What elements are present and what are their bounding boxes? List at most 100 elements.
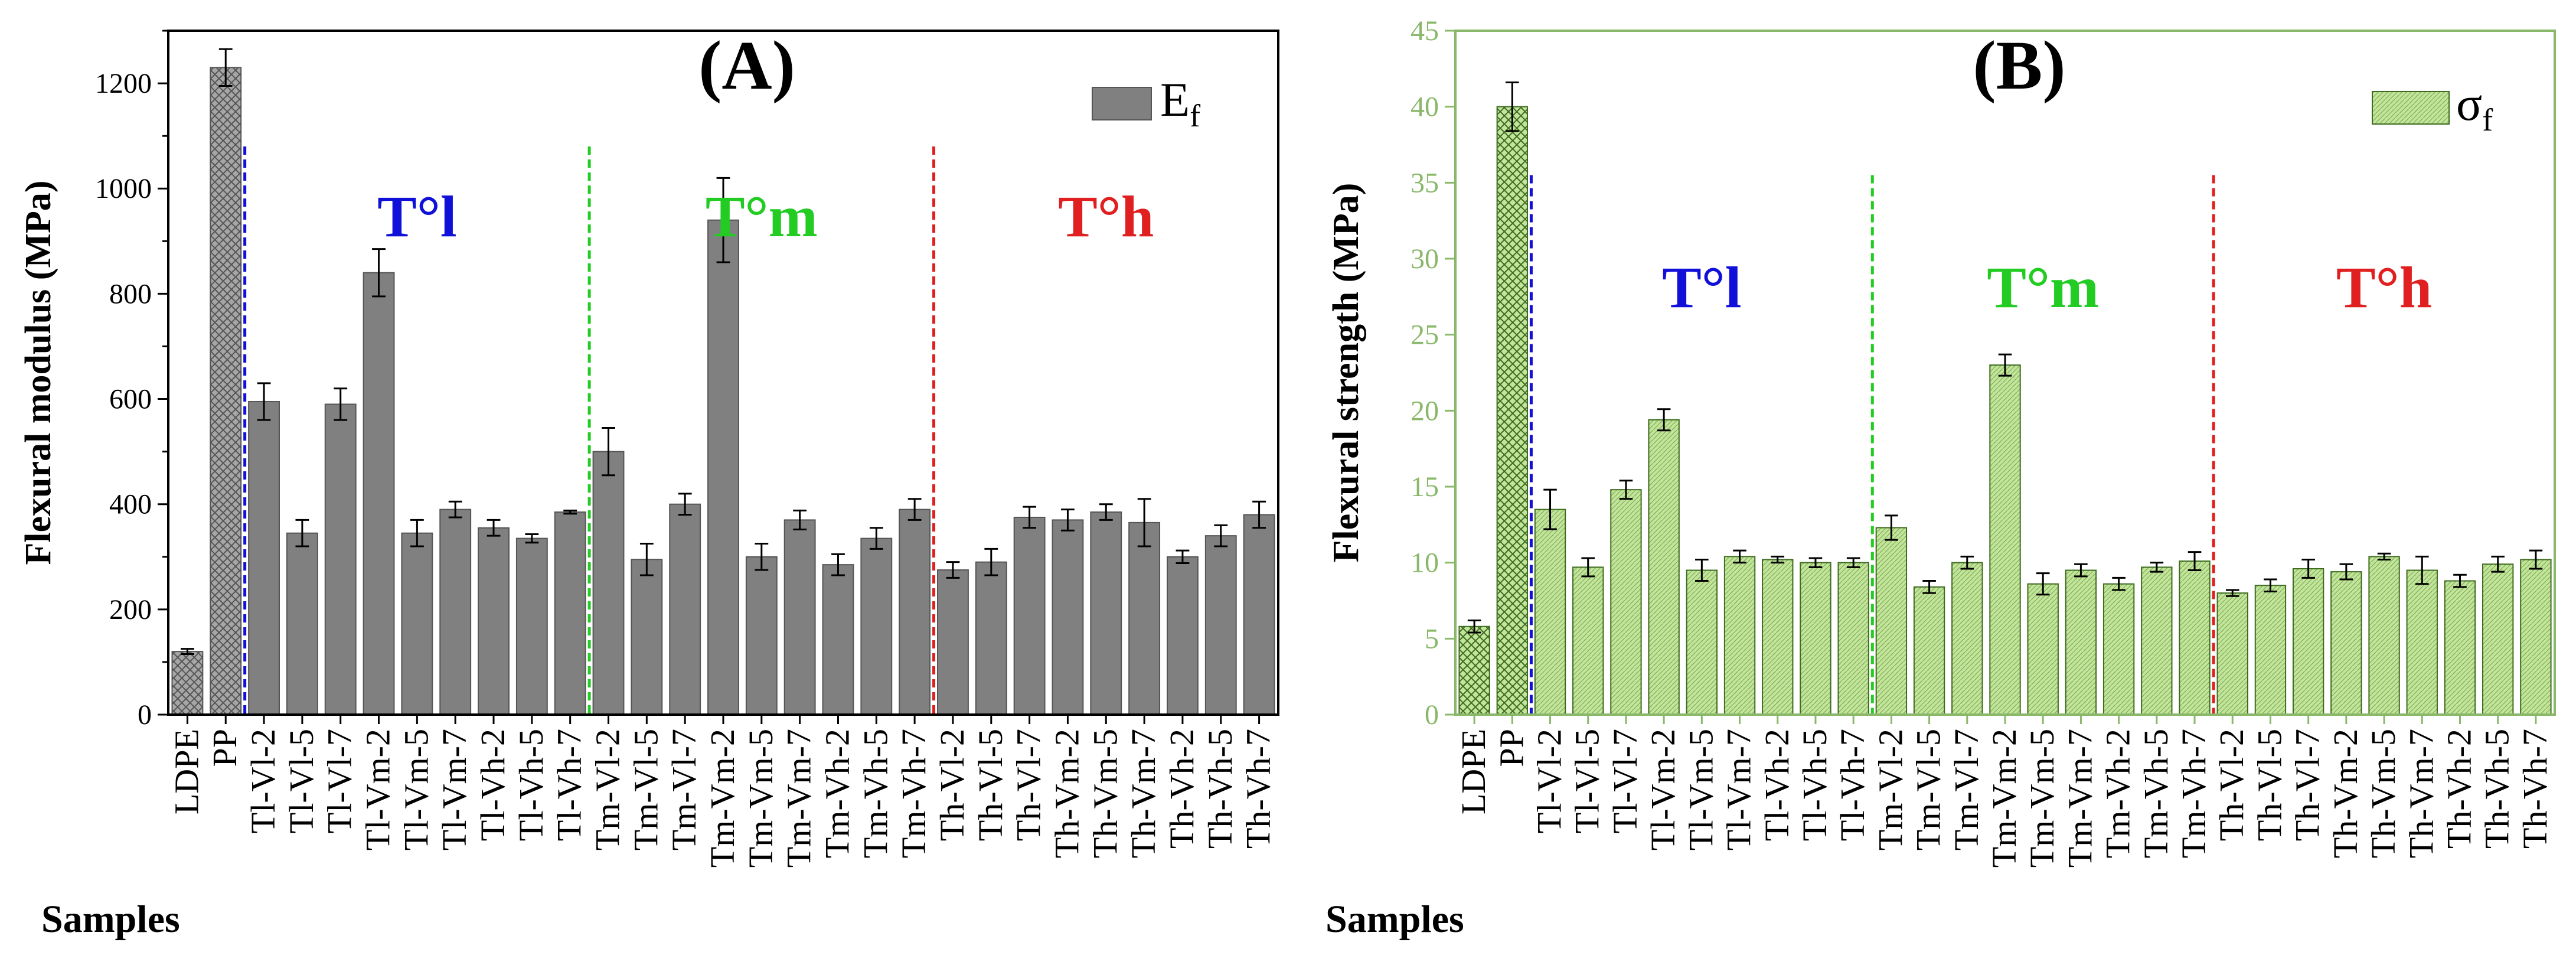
- panel-b-bar: [1762, 559, 1794, 716]
- panel-a-bar: [669, 503, 701, 715]
- panel-a-error-bar: [869, 527, 883, 550]
- panel-b-error-bar: [2377, 552, 2391, 561]
- panel-a-category-label: Tm-Vl-2: [589, 729, 627, 850]
- panel-b-category-label: Th-Vl-7: [2288, 729, 2327, 841]
- panel-b-frame: [1454, 30, 2556, 716]
- panel-b-error-bar: [2529, 549, 2543, 570]
- panel-a-bar: [745, 556, 778, 715]
- panel-b-error-bar: [2453, 573, 2467, 588]
- panel-b-error-bar: [1998, 353, 2012, 377]
- panel-a-x-axis-title: Samples: [41, 898, 180, 941]
- panel-a-category-label: Th-Vl-5: [971, 729, 1010, 841]
- panel-b-y-tick-label: 0: [1425, 699, 1439, 731]
- panel-b-y-tick-label: 5: [1425, 623, 1439, 654]
- panel-b-category-label: Th-Vh-2: [2440, 729, 2478, 849]
- panel-a-bar: [592, 451, 625, 715]
- panel-a-category-label: Tl-Vl-5: [282, 729, 321, 833]
- panel-a-error-bar: [295, 519, 309, 547]
- panel-b-category-label: Tm-Vh-7: [2175, 729, 2213, 858]
- panel-a-region-label: T°m: [706, 184, 818, 249]
- panel-a-category-label: Th-Vm-7: [1124, 729, 1163, 858]
- panel-a-y-axis-title: Flexural modulus (MPa): [18, 181, 58, 565]
- panel-b-legend: σf: [2372, 77, 2493, 138]
- panel-a-region-label: T°h: [1058, 184, 1154, 249]
- panel-a-bar: [171, 651, 204, 715]
- panel-a-error-bar: [793, 509, 807, 530]
- panel-a-error-bar: [1252, 500, 1266, 529]
- panel-a-legend-label: Ef: [1160, 73, 1200, 133]
- panel-b-error-bar: [2036, 572, 2050, 596]
- panel-b-category-label: Tl-Vl-2: [1530, 729, 1569, 833]
- panel-b-bar: [2520, 559, 2552, 716]
- panel-a-category-label: Tl-Vl-2: [244, 729, 282, 833]
- panel-a-category-label: Th-Vl-7: [1010, 729, 1048, 841]
- panel-a-y-tick-label: 0: [138, 699, 152, 731]
- panel-b-category-label: Tl-Vh-2: [1758, 729, 1796, 841]
- panel-b-bar: [2216, 592, 2248, 716]
- panel-b-bar: [1800, 562, 1831, 716]
- panel-a-error-bar: [907, 498, 922, 521]
- panel-b-bar: [1989, 364, 2021, 715]
- panel-a-bar: [783, 519, 816, 716]
- panel-b-category-label: Tl-Vl-5: [1568, 729, 1607, 833]
- panel-b-y-tick-label: 35: [1411, 167, 1439, 198]
- panel-b-category-label: LDPE: [1454, 729, 1493, 814]
- panel-a-error-bar: [1061, 509, 1075, 532]
- panel-a-bar: [631, 559, 663, 715]
- panel-b-error-bar: [1695, 559, 1709, 582]
- panel-a-title: (A): [698, 27, 795, 104]
- panel-a-bar: [937, 569, 969, 715]
- panel-b-category-label: Th-Vl-2: [2212, 729, 2251, 841]
- panel-b-x-axis-title: Samples: [1325, 898, 1464, 941]
- panel-b-bar: [1951, 562, 1983, 716]
- panel-a-legend-main: E: [1160, 73, 1190, 126]
- panel-b-error-bar: [2150, 562, 2164, 573]
- panel-a-category-label: Tm-Vh-7: [894, 729, 933, 858]
- panel-a-category-label: Th-Vh-2: [1163, 729, 1201, 849]
- panel-a-frame: [167, 30, 1279, 716]
- panel-b-y-tick-label: 10: [1411, 547, 1439, 579]
- panel-b-category-label: Tm-Vl-7: [1947, 729, 1986, 850]
- panel-a-bar: [401, 532, 433, 716]
- panel-b-y-tick-label: 15: [1411, 471, 1439, 503]
- panel-a-error-bar: [334, 387, 348, 421]
- panel-a-category-label: Tm-Vm-7: [780, 729, 818, 868]
- panel-b-y-tick-label: 25: [1411, 320, 1439, 351]
- panel-b-category-label: Th-Vm-7: [2402, 729, 2440, 858]
- panel-b-error-bar: [2225, 589, 2239, 597]
- panel-b-category-label: Tl-Vh-7: [1833, 729, 1872, 841]
- panel-b-error-bar: [1506, 81, 1519, 132]
- panel-a-bar: [1013, 516, 1046, 715]
- panel-a-error-bar: [372, 248, 386, 298]
- panel-a-region-label: T°l: [377, 184, 456, 249]
- panel-a-error-bar: [678, 493, 692, 516]
- panel-a-error-bar: [602, 427, 615, 477]
- panel-a-category-label: Tm-Vh-2: [818, 729, 856, 858]
- panel-b-error-bar: [1922, 580, 1936, 594]
- panel-a-bar: [1052, 519, 1084, 716]
- panel-b-category-label: Tm-Vh-5: [2137, 729, 2175, 858]
- panel-b-bar: [1534, 509, 1566, 715]
- panel-a-error-bar: [448, 500, 462, 519]
- panel-b-error-bar: [2491, 555, 2505, 573]
- panel-a-category-label: LDPE: [167, 729, 205, 814]
- panel-b-region-label: T°l: [1662, 255, 1741, 320]
- panel-b-bar: [2179, 560, 2211, 715]
- panel-b-error-bar: [2415, 555, 2429, 585]
- panel-a-y-tick-label: 600: [109, 384, 152, 415]
- panel-b-bar: [1837, 562, 1869, 716]
- panel-b-legend-main: σ: [2456, 77, 2482, 131]
- panel-b-legend-label: σf: [2456, 77, 2493, 138]
- panel-b-error-bar: [1543, 488, 1557, 530]
- panel-a-category-label: Th-Vm-2: [1047, 729, 1086, 858]
- panel-a-category-label: Tm-Vm-5: [742, 729, 780, 868]
- panel-b-bar: [2482, 563, 2514, 715]
- panel-b-category-label: Th-Vh-7: [2516, 729, 2554, 849]
- panel-b-bar: [2102, 583, 2135, 716]
- panel-b-legend-swatch: [2372, 91, 2450, 125]
- panel-b-bar: [2027, 583, 2059, 716]
- panel-a-category-label: Tm-Vm-2: [703, 729, 742, 868]
